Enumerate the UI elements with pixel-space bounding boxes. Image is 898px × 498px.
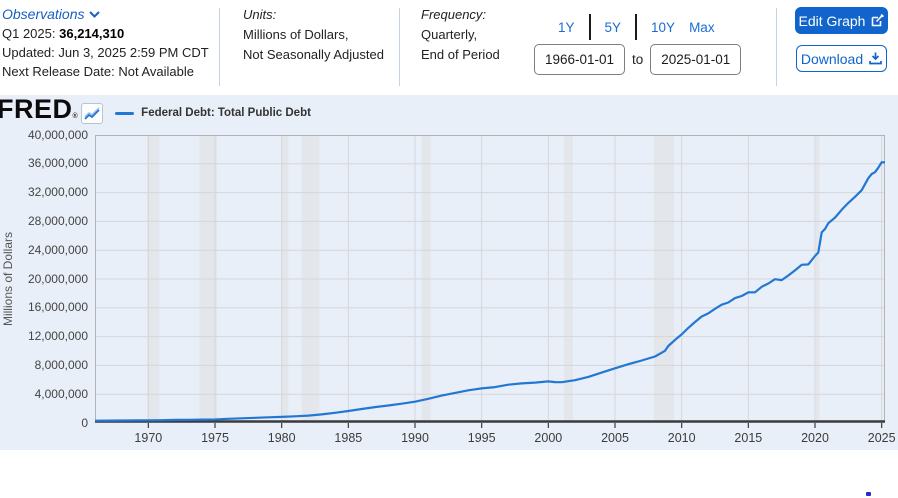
- x-tick-label: 1985: [334, 431, 363, 445]
- x-tick-label: 2015: [734, 431, 763, 445]
- date-inputs: to: [534, 44, 742, 75]
- header: Observations Q1 2025: 36,214,310 Updated…: [0, 0, 898, 95]
- header-divider: [219, 8, 220, 86]
- to-label: to: [632, 52, 644, 67]
- range-preset-5y[interactable]: 5Y: [604, 19, 622, 35]
- download-button[interactable]: Download: [796, 45, 887, 72]
- preset-separator: [635, 14, 638, 40]
- units-line2: Not Seasonally Adjusted: [243, 47, 384, 62]
- start-date-input[interactable]: [534, 44, 625, 75]
- edit-graph-button[interactable]: Edit Graph: [795, 7, 888, 34]
- x-tick-label: 1995: [467, 431, 496, 445]
- y-tick-label: 32,000,000: [27, 185, 88, 200]
- observations-block: Observations Q1 2025: 36,214,310 Updated…: [2, 5, 209, 81]
- y-tick-label: 4,000,000: [34, 386, 88, 401]
- edit-graph-label: Edit Graph: [798, 12, 866, 29]
- x-tick-label: 2005: [601, 431, 629, 445]
- y-tick-label: 24,000,000: [27, 242, 88, 257]
- date-range-block: 1Y 5Y 10Y Max to: [528, 0, 774, 95]
- y-tick-label: 8,000,000: [34, 357, 88, 372]
- observation-period: Q1 2025:: [2, 26, 56, 41]
- data-series-line: [93, 161, 887, 422]
- y-tick-label: 12,000,000: [27, 329, 88, 344]
- registered-mark: ®: [72, 113, 79, 120]
- x-tick-label: 1975: [201, 431, 229, 445]
- range-preset-max[interactable]: Max: [689, 19, 715, 35]
- y-tick-label: 28,000,000: [27, 213, 88, 228]
- header-divider: [399, 8, 400, 86]
- y-tick-label: 40,000,000: [27, 127, 88, 142]
- frequency-title: Frequency:: [421, 7, 487, 22]
- y-tick-label: 36,000,000: [27, 156, 88, 171]
- download-icon: [869, 52, 882, 65]
- range-preset-1y[interactable]: 1Y: [558, 19, 575, 35]
- observation-value: 36,214,310: [59, 26, 125, 41]
- edit-icon: [872, 14, 885, 27]
- frequency-line2: End of Period: [421, 47, 500, 62]
- header-buttons: Edit Graph Download: [776, 0, 898, 95]
- y-tick-label: 16,000,000: [27, 300, 88, 315]
- legend-line-swatch: [115, 111, 135, 115]
- x-tick-label: 1980: [267, 431, 296, 445]
- observations-dropdown[interactable]: Observations: [2, 5, 101, 24]
- units-line1: Millions of Dollars,: [243, 27, 349, 42]
- series-legend: Federal Debt: Total Public Debt: [115, 107, 311, 119]
- x-tick-label: 2025: [867, 431, 896, 445]
- next-release-text: Next Release Date: Not Available: [2, 64, 194, 79]
- end-date-input[interactable]: [650, 44, 742, 75]
- legend-label: Federal Debt: Total Public Debt: [141, 107, 311, 119]
- units-title: Units:: [243, 7, 277, 22]
- fred-logo: FRED®: [0, 94, 79, 124]
- y-tick-label: 20,000,000: [27, 271, 88, 286]
- graph-header-row: FRED® Federal Debt: Total Public Debt: [0, 94, 311, 129]
- chart-svg: [93, 134, 887, 428]
- range-presets: 1Y 5Y 10Y Max: [558, 14, 715, 40]
- download-label: Download: [800, 50, 864, 67]
- units-block: Units: Millions of Dollars, Not Seasonal…: [243, 5, 393, 65]
- latest-observation: Q1 2025: 36,214,310: [2, 24, 209, 43]
- y-tick-label: 0: [81, 415, 88, 430]
- clipped-element-dot: [866, 492, 871, 496]
- frequency-block: Frequency: Quarterly, End of Period: [421, 5, 525, 65]
- chevron-down-icon: [89, 11, 101, 18]
- x-tick-label: 1970: [134, 431, 163, 445]
- fred-chart-icon[interactable]: [81, 102, 104, 124]
- x-tick-label: 2000: [534, 431, 563, 445]
- header-divider: [776, 8, 777, 86]
- x-tick-label: 1990: [401, 431, 429, 445]
- observations-label: Observations: [2, 6, 85, 22]
- preset-separator: [588, 14, 591, 40]
- updated-text: Updated: Jun 3, 2025 2:59 PM CDT: [2, 45, 209, 60]
- graph-container: FRED® Federal Debt: Total Public Debt Mi…: [0, 94, 898, 450]
- range-preset-10y[interactable]: 10Y: [651, 19, 676, 35]
- frequency-line1: Quarterly,: [421, 27, 478, 42]
- plot-area[interactable]: [93, 134, 887, 433]
- x-tick-label: 2010: [667, 431, 696, 445]
- x-tick-label: 2020: [801, 431, 829, 445]
